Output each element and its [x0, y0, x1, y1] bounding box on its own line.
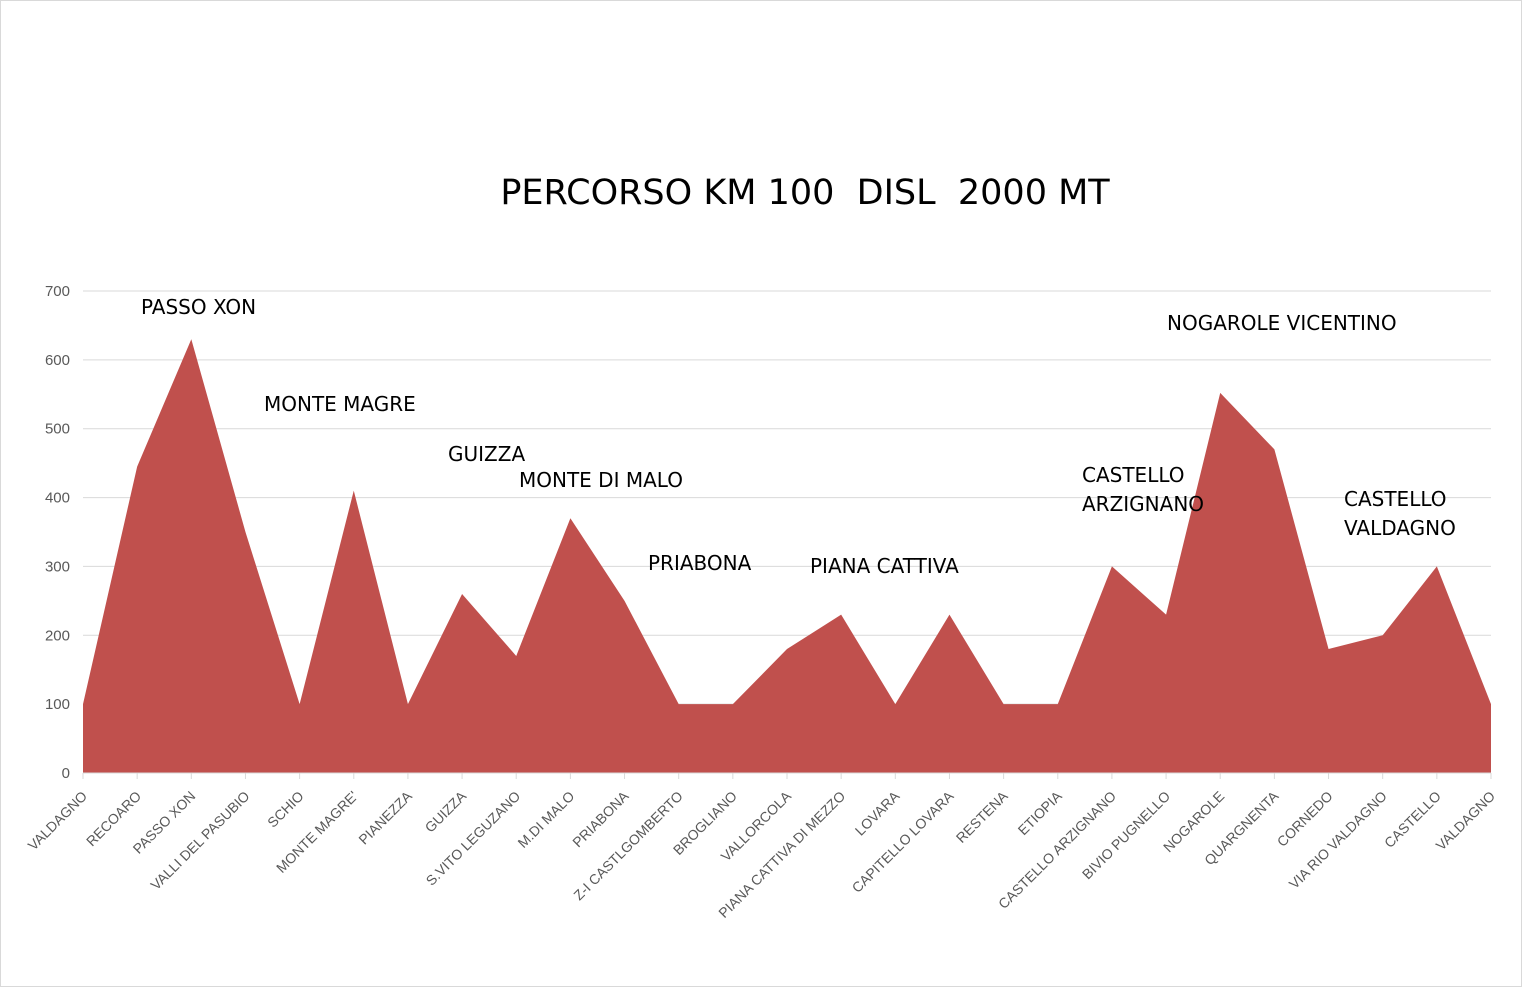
x-tick-label: PIANEZZA [355, 787, 415, 847]
y-tick-label: 500 [45, 421, 70, 438]
y-tick-label: 100 [45, 696, 70, 713]
x-tick-label: VALLI DEL PASUBIO [147, 788, 252, 893]
annotation-label: CASTELLO [1344, 487, 1447, 511]
annotation-label: NOGAROLE VICENTINO [1167, 311, 1397, 335]
elevation-area [83, 339, 1491, 773]
annotation-label: PASSO XON [141, 295, 256, 319]
annotation-label: MONTE DI MALO [519, 468, 683, 492]
x-tick-label: VALDAGNO [25, 788, 91, 854]
y-tick-label: 0 [62, 765, 70, 782]
y-tick-label: 300 [45, 558, 70, 575]
annotation-label: GUIZZA [448, 442, 525, 466]
y-tick-label: 600 [45, 352, 70, 369]
y-tick-label: 200 [45, 627, 70, 644]
annotation-label: PRIABONA [648, 551, 752, 575]
x-tick-label: LOVARA [852, 787, 903, 838]
x-tick-label: M.DI MALO [514, 788, 577, 851]
annotation-label: VALDAGNO [1344, 516, 1456, 540]
y-tick-label: 700 [45, 283, 70, 300]
x-tick-label: SCHIO [264, 788, 307, 831]
y-axis-ticks: 0 100 200 300 400 500 600 700 [45, 283, 70, 782]
x-axis [82, 772, 1492, 779]
y-tick-label: 400 [45, 490, 70, 507]
x-tick-label: CAPITELLO LOVARA [849, 787, 957, 895]
chart-title: PERCORSO KM 100 DISL 2000 MT [500, 173, 1110, 213]
x-tick-label: VIA RIO VALDAGNO [1286, 788, 1390, 892]
x-tick-label: GUIZZA [422, 787, 470, 835]
annotation-label: CASTELLO [1082, 463, 1185, 487]
x-tick-label: Z-I CASTLGOMBERTO [570, 788, 686, 904]
area-series [83, 339, 1491, 773]
annotation-label: ARZIGNANO [1082, 492, 1204, 516]
annotation-label: MONTE MAGRE [264, 392, 416, 416]
annotation-label: PIANA CATTIVA [810, 554, 959, 578]
x-tick-label: RESTENA [953, 787, 1012, 846]
x-tick-label: ETIOPIA [1015, 787, 1066, 838]
x-tick-label: S.VITO LEGUZANO [423, 788, 524, 889]
